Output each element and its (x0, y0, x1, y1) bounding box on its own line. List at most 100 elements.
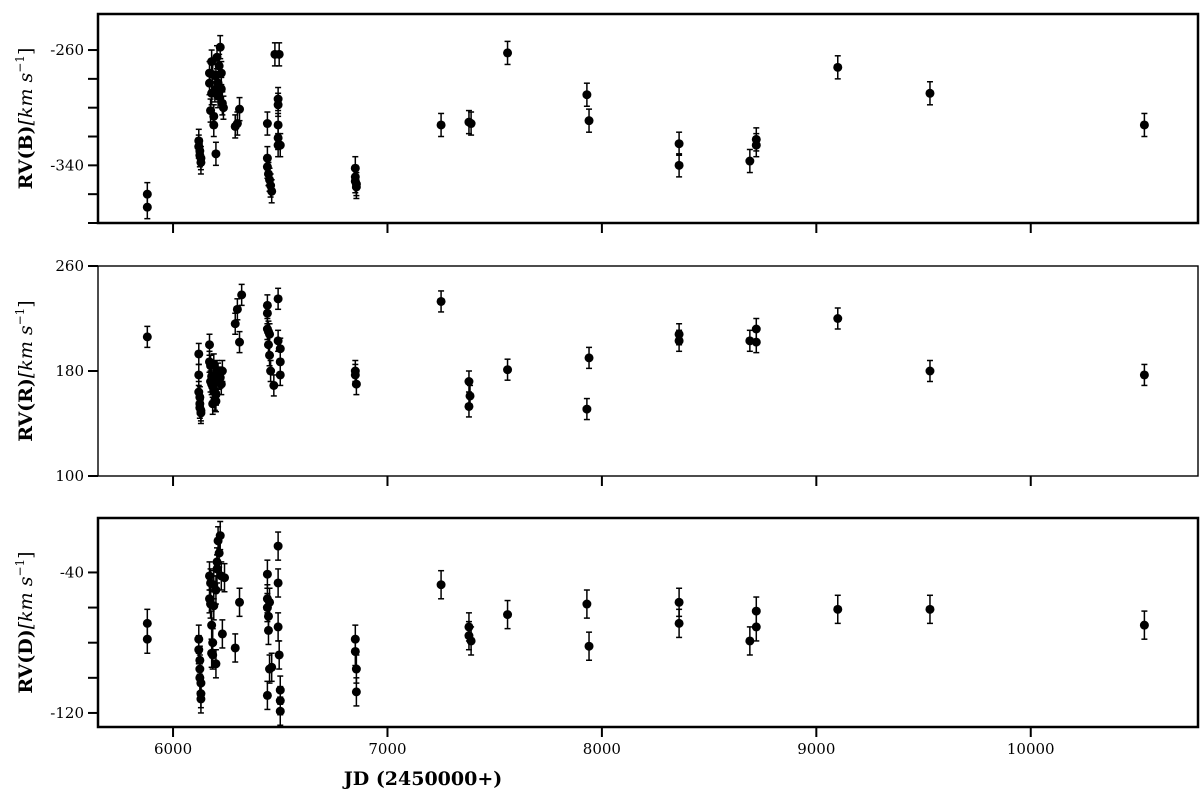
data-point (265, 587, 275, 618)
data-point (674, 153, 684, 178)
data-point (211, 389, 221, 413)
x-tick-label: 9000 (797, 740, 835, 758)
panel-middle: 260 180 100 RV(R)[km s−1] (13, 257, 1199, 486)
panel-top-y-axis-label: RV(B)[km s−1] (13, 48, 37, 190)
marker (351, 379, 361, 389)
marker (196, 694, 206, 704)
data-point (751, 596, 761, 626)
data-point (211, 648, 221, 679)
data-point (215, 34, 225, 60)
marker (273, 622, 283, 632)
data-point (235, 96, 245, 122)
data-point (209, 112, 219, 138)
x-tick-label: 10000 (1007, 740, 1055, 758)
data-point (194, 342, 204, 366)
data-point (674, 587, 684, 618)
data-point (674, 608, 684, 639)
data-point (1139, 363, 1149, 387)
data-point (925, 80, 935, 106)
marker (142, 189, 152, 199)
marker (194, 370, 204, 380)
marker (503, 365, 513, 375)
marker (1139, 620, 1149, 630)
marker (273, 100, 283, 110)
panel-top-y-tick-label: -340 (50, 156, 84, 174)
data-point (582, 82, 592, 107)
marker (466, 636, 476, 646)
data-point (351, 677, 361, 707)
data-point (220, 562, 230, 593)
marker (833, 62, 843, 72)
marker (235, 597, 245, 607)
data-point (232, 298, 242, 321)
marker (925, 604, 935, 614)
marker (350, 370, 360, 380)
x-tick-label: 6000 (154, 740, 192, 758)
marker (674, 336, 684, 346)
marker (217, 629, 227, 639)
marker (751, 134, 761, 144)
marker (833, 604, 843, 614)
data-point (237, 283, 247, 307)
data-point (436, 569, 446, 600)
data-point (745, 626, 755, 656)
marker (466, 119, 476, 129)
marker (235, 337, 245, 347)
marker (833, 314, 843, 323)
marker (220, 573, 230, 583)
marker (265, 329, 275, 339)
marker (269, 380, 279, 390)
marker (273, 578, 283, 588)
marker (274, 650, 284, 660)
marker (266, 366, 276, 376)
data-point (218, 95, 228, 120)
data-point (267, 179, 277, 204)
marker (211, 659, 221, 669)
data-point (833, 307, 843, 330)
data-point (211, 141, 221, 167)
data-point (503, 40, 513, 66)
marker (215, 42, 225, 52)
marker (217, 366, 227, 376)
data-point (275, 132, 285, 158)
marker (745, 636, 755, 646)
marker (262, 569, 272, 579)
data-point (503, 358, 513, 381)
marker (196, 157, 206, 167)
marker (351, 687, 361, 697)
data-point (351, 654, 361, 684)
data-point (1139, 112, 1149, 138)
data-point (275, 685, 285, 716)
marker (194, 349, 204, 359)
marker (273, 541, 283, 551)
marker (262, 308, 272, 318)
data-point (196, 684, 206, 714)
marker (674, 139, 684, 149)
data-point (273, 92, 283, 118)
data-point (351, 174, 361, 200)
panel-bottom-y-axis-label: RV(D)[km s−1] (13, 551, 37, 693)
marker (465, 391, 475, 401)
marker (211, 149, 221, 159)
data-point (263, 615, 273, 646)
marker (436, 120, 446, 130)
marker (582, 90, 592, 100)
data-point (503, 599, 513, 630)
data-point (436, 290, 446, 313)
marker (211, 585, 221, 595)
data-point (584, 346, 594, 370)
data-point (351, 372, 361, 396)
marker (211, 396, 221, 406)
marker (215, 531, 225, 541)
data-point (465, 384, 475, 408)
marker (273, 294, 283, 304)
data-point (833, 55, 843, 80)
marker (262, 690, 272, 700)
marker (142, 202, 152, 212)
marker (464, 377, 474, 386)
marker (1139, 120, 1149, 130)
data-point (235, 587, 245, 618)
marker (208, 650, 218, 660)
data-point (350, 636, 360, 667)
